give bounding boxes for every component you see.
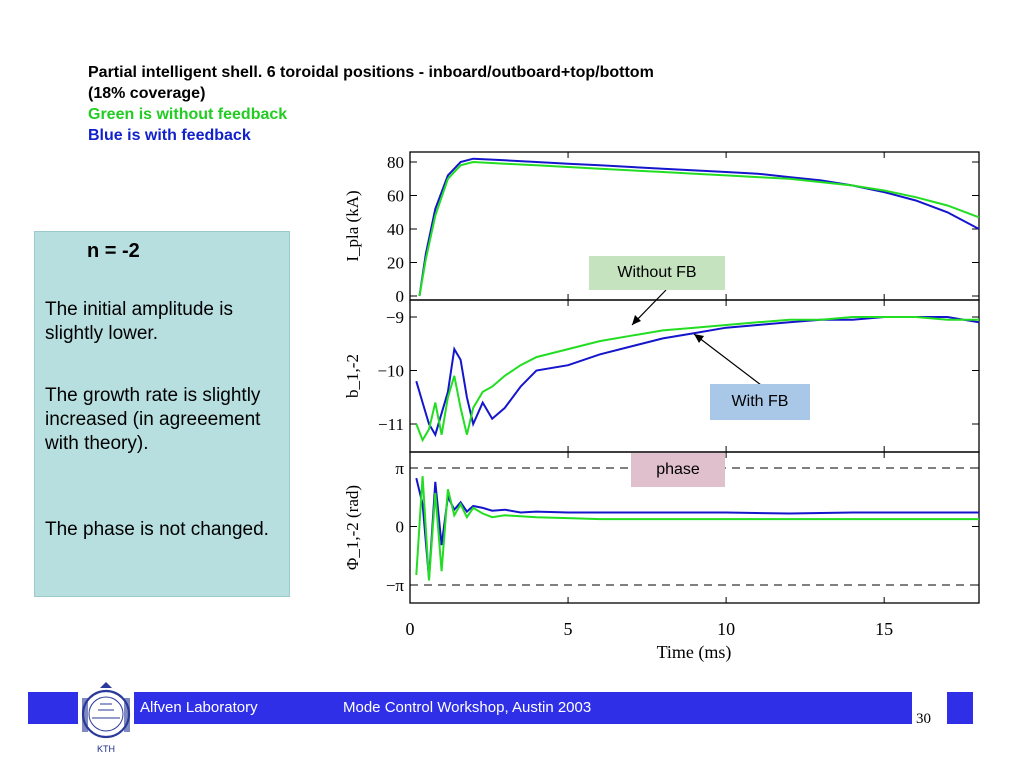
ylabel-middle: b_1,-2 bbox=[343, 354, 362, 398]
ylabel-top: I_pla (kA) bbox=[343, 190, 362, 261]
ytick-label-bottom-0: π bbox=[395, 459, 404, 478]
notes-box: n = -2 The initial amplitude is slightly… bbox=[34, 231, 290, 597]
footer-lab: Alfven Laboratory bbox=[140, 699, 258, 716]
ytick-label-top-4: 80 bbox=[387, 153, 404, 172]
xtick-label-3: 15 bbox=[875, 619, 893, 639]
arrow-with-fb bbox=[693, 333, 762, 386]
ytick-label-bottom-2: −π bbox=[386, 576, 405, 595]
kth-logo-label: KTH bbox=[97, 744, 115, 754]
chart: 0 20 40 60 80 I_pla (kA) −9 −10 −11 b_1,-2 π 0 −π Φ_1… bbox=[343, 151, 980, 663]
slide-title: Partial intelligent shell. 6 toroidal po… bbox=[88, 62, 654, 146]
title-line-3: Green is without feedback bbox=[88, 106, 288, 123]
footer-workshop: Mode Control Workshop, Austin 2003 bbox=[343, 699, 592, 716]
ytick-label-middle-1: −10 bbox=[377, 362, 404, 381]
footer-square bbox=[947, 692, 973, 724]
arrowhead-with-fb bbox=[694, 334, 704, 343]
xlabel: Time (ms) bbox=[657, 642, 732, 663]
ytick-label-top-1: 20 bbox=[387, 254, 404, 273]
callout-without-fb: Without FB bbox=[589, 256, 725, 290]
notes-paragraph-2: The growth rate is slightly increased (i… bbox=[45, 385, 261, 454]
notes-paragraph-3: The phase is not changed. bbox=[45, 519, 269, 540]
xtick-label-2: 10 bbox=[717, 619, 735, 639]
ylabel-bottom: Φ_1,-2 (rad) bbox=[343, 485, 362, 570]
footer-bar bbox=[28, 692, 912, 724]
series-line-middle-green bbox=[415, 316, 979, 443]
title-line-1: Partial intelligent shell. 6 toroidal po… bbox=[88, 64, 654, 81]
ytick-label-middle-0: −9 bbox=[386, 308, 404, 327]
notes-paragraph-1: The initial amplitude is slightly lower. bbox=[45, 299, 233, 344]
xtick-label-0: 0 bbox=[406, 619, 415, 639]
ytick-label-top-3: 60 bbox=[387, 187, 404, 206]
panel-frame-bottom bbox=[409, 451, 980, 604]
series-line-bottom-blue bbox=[415, 477, 979, 579]
ytick-label-top-2: 40 bbox=[387, 220, 404, 239]
kth-logo-icon bbox=[78, 680, 134, 758]
ytick-label-top-0: 0 bbox=[396, 287, 405, 306]
notes-heading: n = -2 bbox=[87, 240, 140, 262]
callout-with-fb: With FB bbox=[710, 384, 810, 420]
series-line-middle-blue bbox=[415, 316, 980, 438]
series-line-top-green bbox=[418, 160, 980, 297]
page-number: 30 bbox=[916, 711, 931, 727]
ytick-label-middle-2: −11 bbox=[378, 415, 404, 434]
title-line-2: (18% coverage) bbox=[88, 85, 206, 102]
xtick-label-1: 5 bbox=[564, 619, 573, 639]
title-line-4: Blue is with feedback bbox=[88, 127, 251, 144]
ytick-label-bottom-1: 0 bbox=[396, 518, 405, 537]
callout-phase: phase bbox=[631, 453, 725, 487]
panel-frame-middle bbox=[409, 299, 980, 453]
series-line-bottom-green bbox=[415, 476, 979, 581]
arrowhead-without-fb bbox=[632, 315, 641, 325]
